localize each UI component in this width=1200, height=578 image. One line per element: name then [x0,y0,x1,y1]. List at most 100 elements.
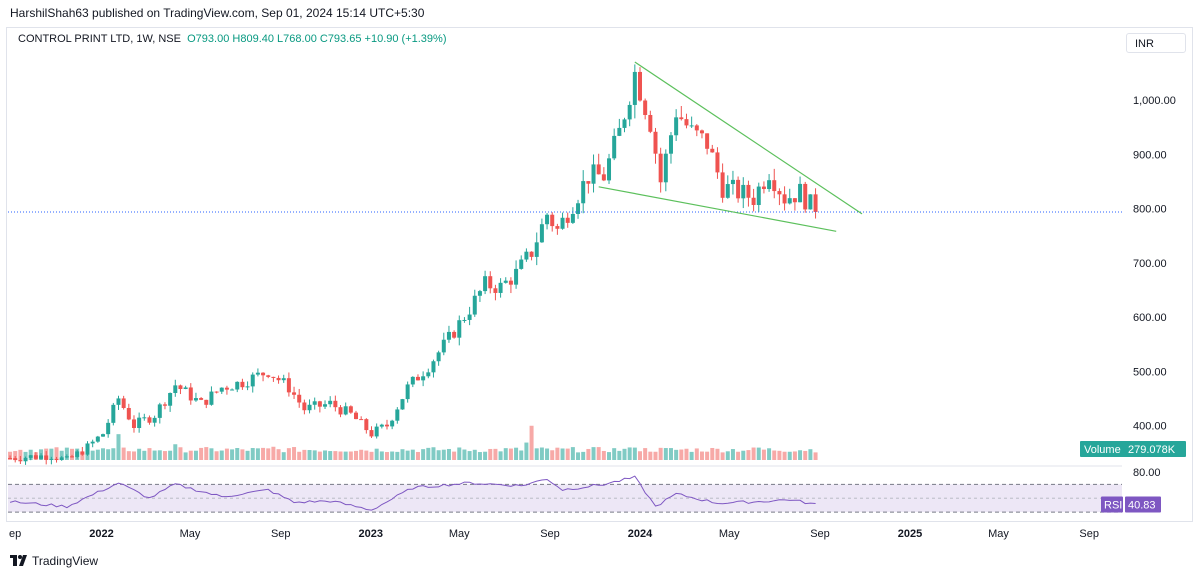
volume-bar [348,451,353,460]
volume-bar [359,449,364,460]
volume-bar [632,447,637,460]
candle-body [586,181,591,184]
volume-bar [699,451,704,460]
candle-body [162,404,167,406]
change-value: +10.90 (+1.39%) [364,33,447,45]
candle-body [570,213,575,223]
candle-body [80,451,85,455]
candle-body [679,117,684,120]
candle-body [354,412,359,420]
volume-bar [720,452,725,460]
candle-body [271,376,276,378]
x-tick-label: 2023 [359,528,383,540]
volume-bar [312,450,317,460]
chart-frame[interactable] [6,27,1193,522]
candle-body [638,71,642,101]
volume-bar [354,450,359,460]
x-tick-label: Sep [1079,528,1099,540]
rsi-badge [1101,496,1123,513]
candle-body [405,384,410,400]
candle-body [539,224,544,243]
volume-bar [364,450,369,460]
candle-body [627,104,632,120]
candle-body [488,276,493,289]
volume-bar [302,449,307,460]
candle-body [477,291,482,296]
candle-body [741,184,746,199]
volume-bar [581,451,586,460]
candle-body [209,391,214,405]
candle-body [328,400,333,405]
candle-body [426,372,431,377]
volume-bar [116,434,121,460]
candle-body [178,385,183,390]
volume-bar [787,451,792,460]
candle-body [302,402,307,411]
volume-bar [798,450,803,460]
candle-body [689,125,694,127]
volume-bar [173,444,178,460]
volume-bar [462,449,467,460]
candle-body [529,251,534,257]
volume-bar [183,452,188,460]
volume-bar [245,450,250,460]
volume-bar [281,452,286,460]
candle-body [183,387,188,390]
candle-body [756,186,761,205]
volume-bar [524,442,529,460]
volume-bar [761,449,766,460]
volume-bar [705,451,710,460]
candle-body [214,391,219,393]
candle-body [245,386,250,388]
candle-body [333,400,338,408]
volume-bar [162,451,167,460]
volume-bar [54,447,59,460]
volume-bar [204,447,209,460]
x-tick-label: ep [9,528,21,540]
candle-body [116,398,121,405]
volume-bar [539,447,544,460]
volume-bar [121,447,126,460]
volume-bar [276,449,281,460]
volume-bar [483,451,488,460]
candle-body [508,280,513,285]
close-value: C793.65 [319,33,362,45]
candle-body [761,186,766,190]
x-tick-label: 2025 [898,528,922,540]
volume-bar [224,448,229,460]
volume-bar [219,450,224,460]
candle-body [720,172,725,198]
candle-body [519,259,524,269]
currency-selector[interactable]: INR [1126,33,1186,53]
volume-bar [421,449,426,460]
candle-body [343,406,348,415]
candle-body [8,458,13,460]
volume-bar [710,447,715,460]
candle-body [307,404,312,411]
volume-bar [152,450,157,460]
candle-body [725,184,730,198]
rsi-label: RSI [1104,500,1122,512]
candle-body [85,443,90,455]
volume-bar [684,448,689,460]
volume-bar [436,450,441,460]
volume-bar [607,452,612,460]
candle-body [736,179,741,199]
volume-bar [193,450,198,460]
candle-body [462,319,467,321]
candle-body [126,407,131,420]
candle-body [297,394,302,403]
volume-bar [59,450,64,460]
volume-bar [601,450,606,460]
candle-body [550,214,555,227]
volume-bar [178,447,183,460]
rsi-value: 40.83 [1128,500,1156,512]
volume-bar [782,451,787,460]
tradingview-logo[interactable]: TradingView [10,554,98,568]
volume-bar [741,450,746,460]
volume-bar [498,451,503,460]
volume-bar [638,451,642,460]
candle-body [54,458,59,461]
volume-bar [199,447,204,460]
